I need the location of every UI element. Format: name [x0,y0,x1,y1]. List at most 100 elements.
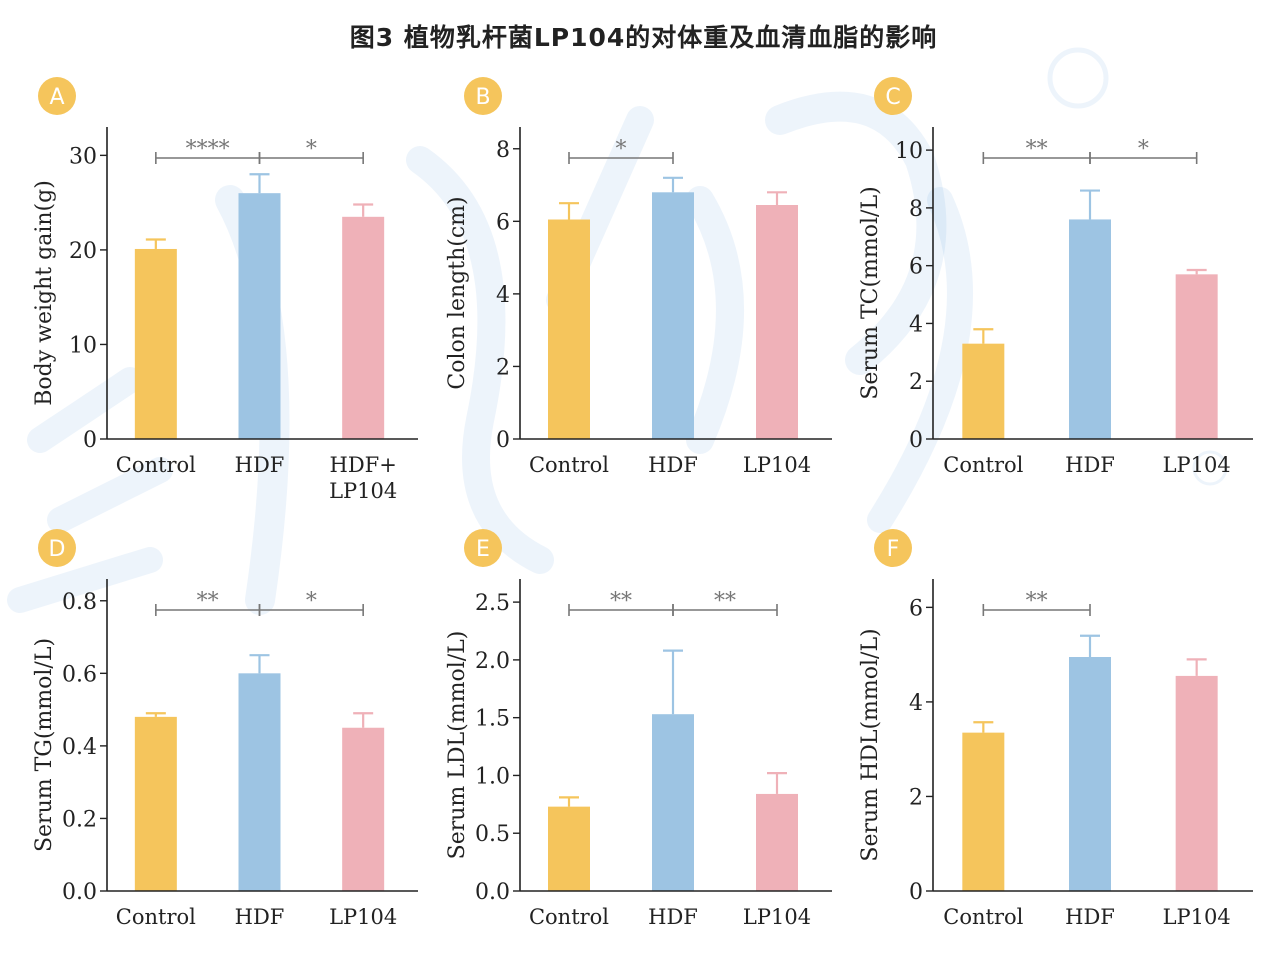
y-tick-label: 6 [496,210,510,235]
panel-badge-circle [464,529,502,567]
bar-A-1 [238,193,281,439]
bar-E-1 [652,714,694,891]
y-tick-label: 1.0 [475,764,510,789]
y-tick-label: 0.4 [62,735,97,760]
bar-C-2 [1175,274,1218,439]
x-tick-label: LP104 [329,479,397,503]
panel-badge: A [38,77,76,115]
y-tick-label: 4 [909,691,923,716]
x-tick-label: HDF [648,453,698,477]
y-tick-label: 0.5 [475,822,510,847]
x-tick-label: LP104 [743,453,811,477]
y-tick-label: 0 [909,880,923,905]
panel-badge-circle [464,77,502,115]
significance-label: * [306,137,317,162]
y-tick-label: 30 [69,144,97,169]
y-axis-label: Body weight gain(g) [32,180,57,406]
y-tick-label: 0.6 [62,662,97,687]
panel-badge: C [874,77,912,115]
y-tick-label: 0 [496,428,510,453]
significance-label: ** [1026,137,1048,162]
significance-label: ** [1026,589,1048,614]
x-tick-label: HDF [1065,905,1115,929]
panel-badge: D [38,529,76,567]
panel-badge-circle [874,77,912,115]
x-tick-label: LP104 [1163,453,1231,477]
x-tick-label: Control [116,453,196,477]
x-tick-label: Control [529,453,609,477]
y-tick-label: 4 [909,312,923,337]
bar-E-0 [548,806,590,891]
x-tick-label: HDF [235,905,285,929]
significance-label: **** [186,137,230,162]
panel-badge: B [464,77,502,115]
significance-label: * [616,137,627,162]
significance-label: * [306,589,317,614]
bar-A-0 [134,248,177,439]
significance-label: ** [610,589,632,614]
y-tick-label: 0 [83,428,97,453]
bar-B-0 [548,219,590,439]
bar-D-1 [238,673,281,891]
bar-C-1 [1069,219,1111,439]
x-tick-label: LP104 [329,905,397,929]
panel-badge-label: C [885,85,900,110]
bar-C-0 [962,343,1005,439]
bar-D-0 [134,716,177,891]
significance-label: ** [197,589,219,614]
panel-badge-circle [874,529,912,567]
x-tick-label: HDF [235,453,285,477]
y-tick-label: 20 [69,239,97,264]
panel-badge-circle [38,529,76,567]
x-tick-label: Control [943,453,1023,477]
figure-title: 图3 植物乳杆菌LP104的对体重及血清血脂的影响 [349,23,938,52]
bar-E-2 [756,793,798,891]
y-tick-label: 8 [909,197,923,222]
y-tick-label: 0 [909,428,923,453]
x-tick-label: HDF+ [330,453,397,477]
panel-badge-label: D [49,537,66,562]
y-axis-label: Serum HDL(mmol/L) [858,628,883,861]
x-tick-label: HDF [1065,453,1115,477]
y-tick-label: 10 [69,333,97,358]
y-tick-label: 8 [496,138,510,163]
panel-badge-label: E [476,537,490,562]
y-axis-label: Serum LDL(mmol/L) [445,631,470,860]
y-axis-label: Colon length(cm) [445,196,470,389]
significance-label: ** [714,589,736,614]
x-tick-label: LP104 [743,905,811,929]
significance-label: * [1138,137,1149,162]
y-axis-label: Serum TG(mmol/L) [32,638,57,852]
bar-B-1 [652,192,694,439]
x-tick-label: Control [529,905,609,929]
y-tick-label: 2 [496,355,510,380]
y-tick-label: 2.5 [475,591,510,616]
panel-badge-label: A [49,85,64,110]
x-tick-label: Control [943,905,1023,929]
y-tick-label: 10 [895,139,923,164]
y-tick-label: 2.0 [475,649,510,674]
x-tick-label: LP104 [1163,905,1231,929]
x-tick-label: HDF [648,905,698,929]
y-tick-label: 0.0 [475,880,510,905]
x-tick-label: Control [116,905,196,929]
bar-F-0 [962,732,1005,891]
panel-badge: E [464,529,502,567]
bar-F-2 [1175,675,1218,891]
panel-C: C 0 2 4 6 8 10 Serum TC(mmol/L) Control HDF LP104 *… [858,77,1253,477]
panel-A: A 0 10 20 30 Body weight gain(g) Control HDF HDF… [32,77,418,503]
panel-badge: F [874,529,912,567]
panel-F: F 0 2 4 6 Serum HDL(mmol/L) Control HDF LP104 ** [858,529,1253,929]
bar-B-2 [756,205,798,439]
y-tick-label: 4 [496,283,510,308]
panel-badge-label: F [887,537,900,562]
panel-badge-label: B [475,85,490,110]
y-axis-label: Serum TC(mmol/L) [858,186,883,399]
y-tick-label: 1.5 [475,707,510,732]
y-tick-label: 0.8 [62,590,97,615]
y-tick-label: 0.0 [62,880,97,905]
panel-B: B 0 2 4 6 8 Colon length(cm) Control HDF LP104 * [445,77,832,477]
y-tick-label: 6 [909,596,923,621]
